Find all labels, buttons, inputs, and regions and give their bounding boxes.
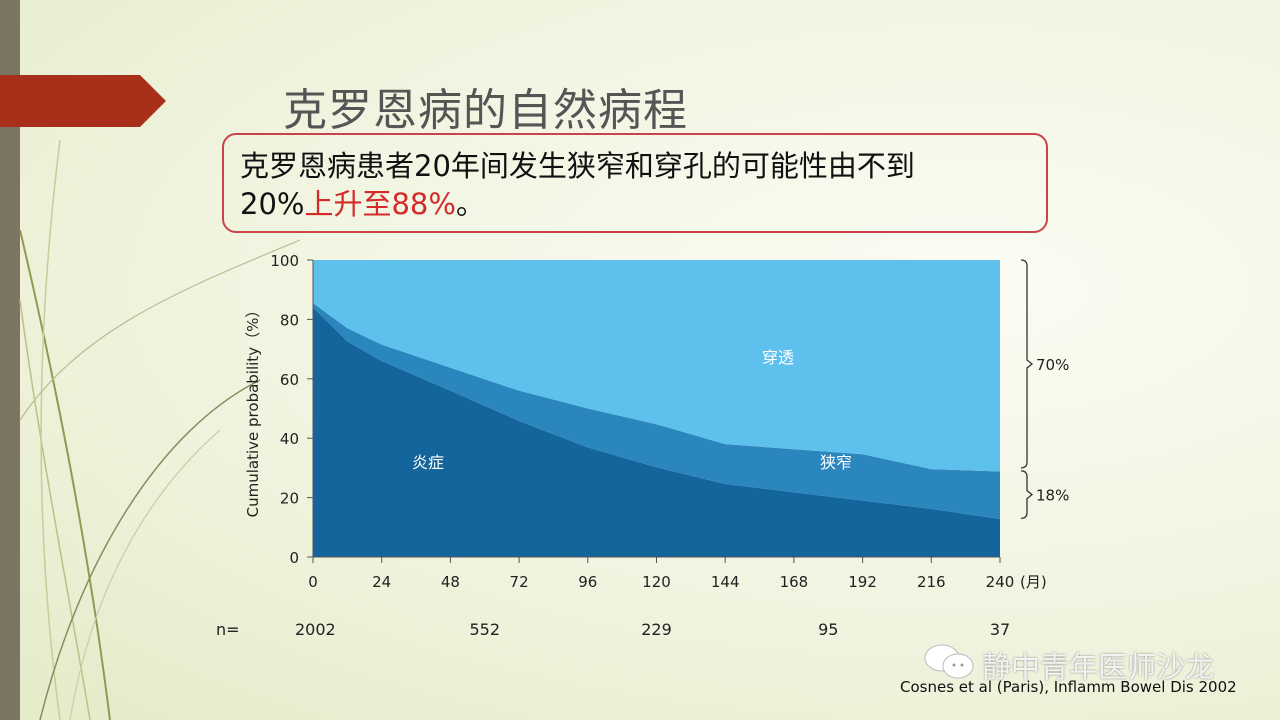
watermark-text: 静中青年医师沙龙 — [982, 650, 1215, 684]
y-tick-label: 100 — [270, 252, 299, 270]
area-stricture — [313, 303, 1000, 519]
n-label: n= — [216, 620, 240, 639]
y-tick-label: 20 — [280, 490, 299, 508]
series-label: 炎症 — [412, 453, 444, 472]
bracket-label: 70% — [1036, 356, 1069, 374]
citation: Cosnes et al (Paris), Inflamm Bowel Dis … — [900, 678, 1237, 696]
n-value: 229 — [641, 620, 672, 639]
x-tick-label: 24 — [372, 573, 391, 591]
x-tick-label: 240 — [986, 573, 1015, 591]
callout-highlight: 上升至88% — [304, 187, 456, 221]
x-tick-label: 192 — [848, 573, 877, 591]
x-tick-label: 120 — [642, 573, 671, 591]
x-tick-label: 48 — [441, 573, 460, 591]
x-unit-label: (月) — [1020, 573, 1047, 591]
callout-box: 克罗恩病患者20年间发生狭窄和穿孔的可能性由不到 20%上升至88%。 — [222, 133, 1048, 233]
callout-end: 。 — [455, 187, 485, 221]
x-tick-label: 96 — [578, 573, 597, 591]
series-label: 穿透 — [762, 348, 794, 367]
area-inflammation — [313, 307, 1000, 557]
y-tick-label: 60 — [280, 371, 299, 389]
wechat-icon — [924, 644, 974, 679]
x-tick-label: 72 — [510, 573, 529, 591]
n-value: 37 — [989, 620, 1011, 639]
area-penetrating — [313, 260, 1000, 472]
y-tick-label: 80 — [280, 311, 299, 329]
callout-plain: 20% — [240, 187, 305, 221]
title-arrow-marker — [0, 75, 166, 127]
bracket — [1020, 259, 1034, 469]
y-tick-label: 0 — [289, 549, 299, 567]
n-value: 552 — [469, 620, 501, 639]
y-axis-label: Cumulative probability（%） — [244, 303, 262, 518]
n-value: 95 — [818, 620, 839, 639]
x-tick-label: 168 — [780, 573, 809, 591]
y-tick-label: 40 — [280, 430, 299, 448]
bracket — [1020, 470, 1034, 520]
x-tick-label: 144 — [711, 573, 740, 591]
n-value: 2002 — [295, 620, 336, 639]
callout-line-1: 克罗恩病患者20年间发生狭窄和穿孔的可能性由不到 — [240, 149, 915, 183]
x-tick-label: 0 — [308, 573, 318, 591]
callout-line-2: 20%上升至88%。 — [240, 185, 915, 223]
series-label: 狭窄 — [820, 453, 852, 472]
bracket-label: 18% — [1036, 487, 1069, 505]
side-band — [0, 0, 20, 720]
x-tick-label: 216 — [917, 573, 946, 591]
callout-text: 克罗恩病患者20年间发生狭窄和穿孔的可能性由不到 20%上升至88%。 — [240, 147, 915, 223]
slide-title: 克罗恩病的自然病程 — [283, 85, 688, 136]
